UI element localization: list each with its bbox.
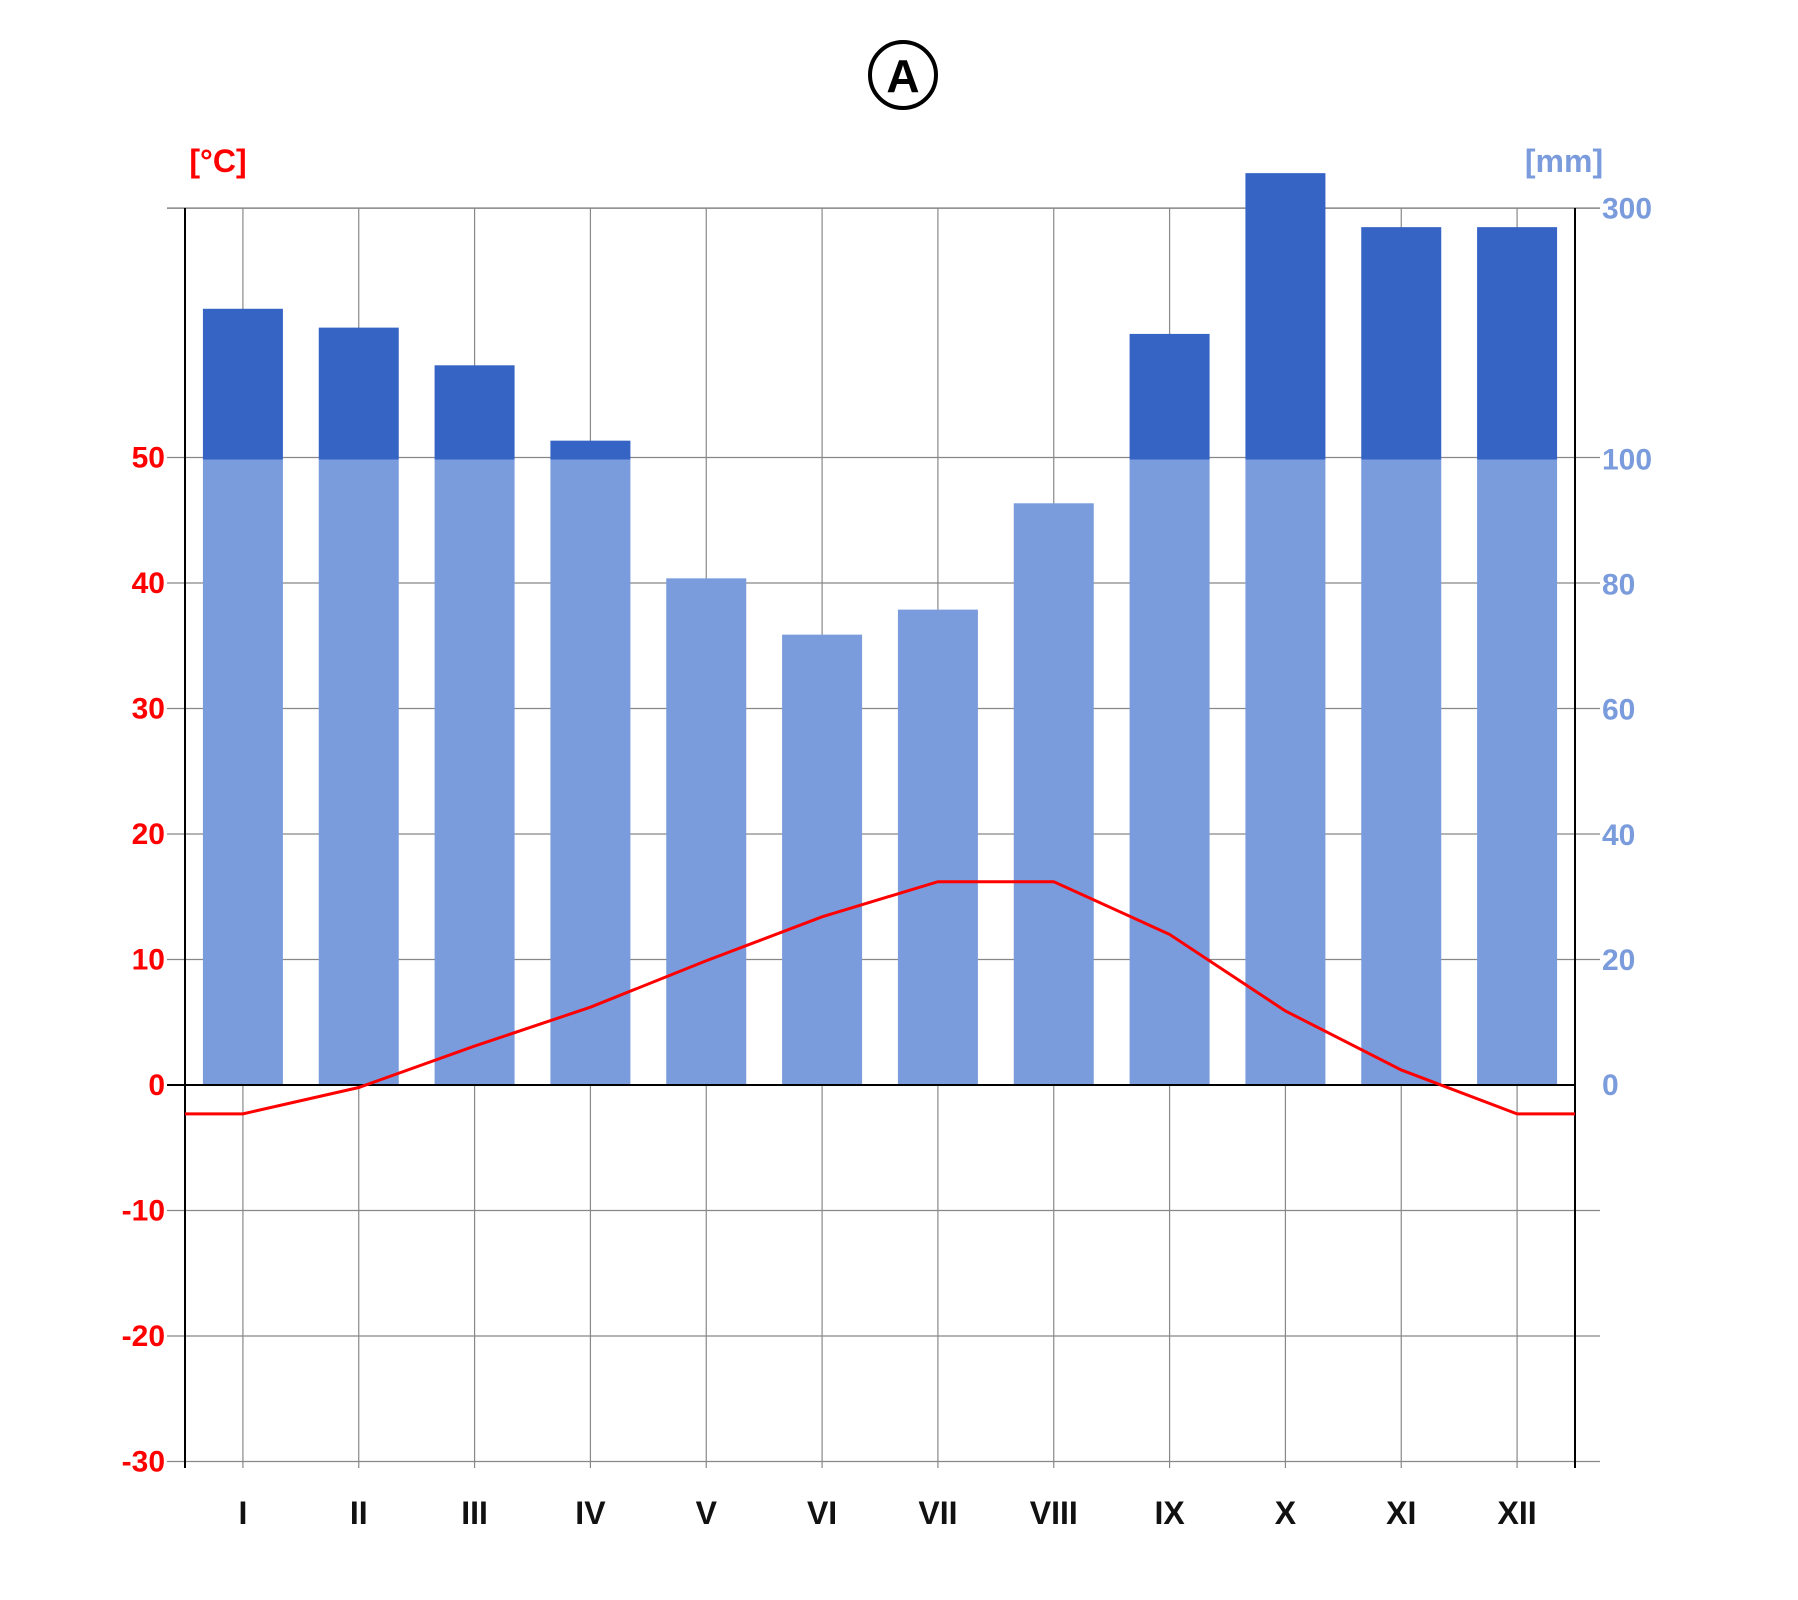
month-label: IX (1154, 1495, 1185, 1531)
precip-bar-excess (1129, 333, 1210, 460)
left-tick-label: -20 (122, 1320, 165, 1353)
left-tick-label: 0 (148, 1069, 165, 1102)
month-label: XI (1386, 1495, 1416, 1531)
precip-bar (550, 459, 631, 1085)
precip-bar-excess (1361, 227, 1442, 460)
chart-label: A (868, 40, 938, 110)
right-tick-label: 80 (1602, 569, 1635, 602)
month-label: XII (1498, 1495, 1537, 1531)
right-axis-unit: [mm] (1525, 143, 1603, 179)
right-axis-ticks: 500300100806040200 (1602, 192, 1652, 1102)
axes (167, 208, 1576, 1468)
right-tick-label: 300 (1602, 192, 1652, 225)
precip-bar (1013, 503, 1094, 1085)
left-tick-label: 50 (132, 442, 165, 475)
left-tick-label: 30 (132, 693, 165, 726)
right-tick-label: 0 (1602, 1069, 1619, 1102)
precip-bar-excess (1477, 227, 1558, 460)
precip-bar-excess (434, 365, 515, 460)
left-tick-label: -10 (122, 1195, 165, 1228)
left-tick-label: -30 (122, 1446, 165, 1479)
month-labels: I II III IV V VI VII VIII IX X XI XII (238, 1495, 1536, 1531)
precip-bar (782, 634, 863, 1085)
precip-bar-excess (202, 308, 283, 460)
precip-bar-excess (318, 327, 399, 460)
left-axis-ticks: 50 40 30 20 10 0 -10 -20 -30 (122, 442, 165, 1479)
precip-bar (1129, 459, 1210, 1085)
right-tick-label: 60 (1602, 694, 1635, 727)
left-axis-unit: [°C] (189, 143, 246, 179)
temperature-series (185, 880, 1575, 1116)
month-label: I (238, 1495, 247, 1531)
precip-bar (1361, 459, 1442, 1085)
right-tick-label: 20 (1602, 944, 1635, 977)
month-label: VIII (1030, 1495, 1078, 1531)
month-label: II (350, 1495, 368, 1531)
label-letter: A (886, 50, 919, 102)
precip-bar-excess (550, 440, 631, 460)
left-tick-label: 40 (132, 567, 165, 600)
precip-bar (434, 459, 515, 1085)
precip-bar (202, 459, 283, 1085)
precip-bar (318, 459, 399, 1085)
precip-bar (1477, 459, 1558, 1085)
precip-bar (1245, 459, 1326, 1085)
month-label: VII (918, 1495, 957, 1531)
left-tick-label: 20 (132, 818, 165, 851)
month-label: V (696, 1495, 718, 1531)
label-circle (868, 40, 938, 110)
month-label: VI (807, 1495, 837, 1531)
left-tick-label: 10 (132, 944, 165, 977)
month-label: X (1275, 1495, 1297, 1531)
precipitation-bars (202, 173, 1558, 1085)
precip-bar-excess (1245, 173, 1326, 460)
month-label: IV (575, 1495, 606, 1531)
precip-bar (897, 609, 978, 1085)
right-tick-label: 100 (1602, 444, 1652, 477)
month-label: III (461, 1495, 488, 1531)
precip-bar (666, 578, 747, 1085)
right-tick-label: 40 (1602, 819, 1635, 852)
temperature-line (185, 880, 1575, 1116)
